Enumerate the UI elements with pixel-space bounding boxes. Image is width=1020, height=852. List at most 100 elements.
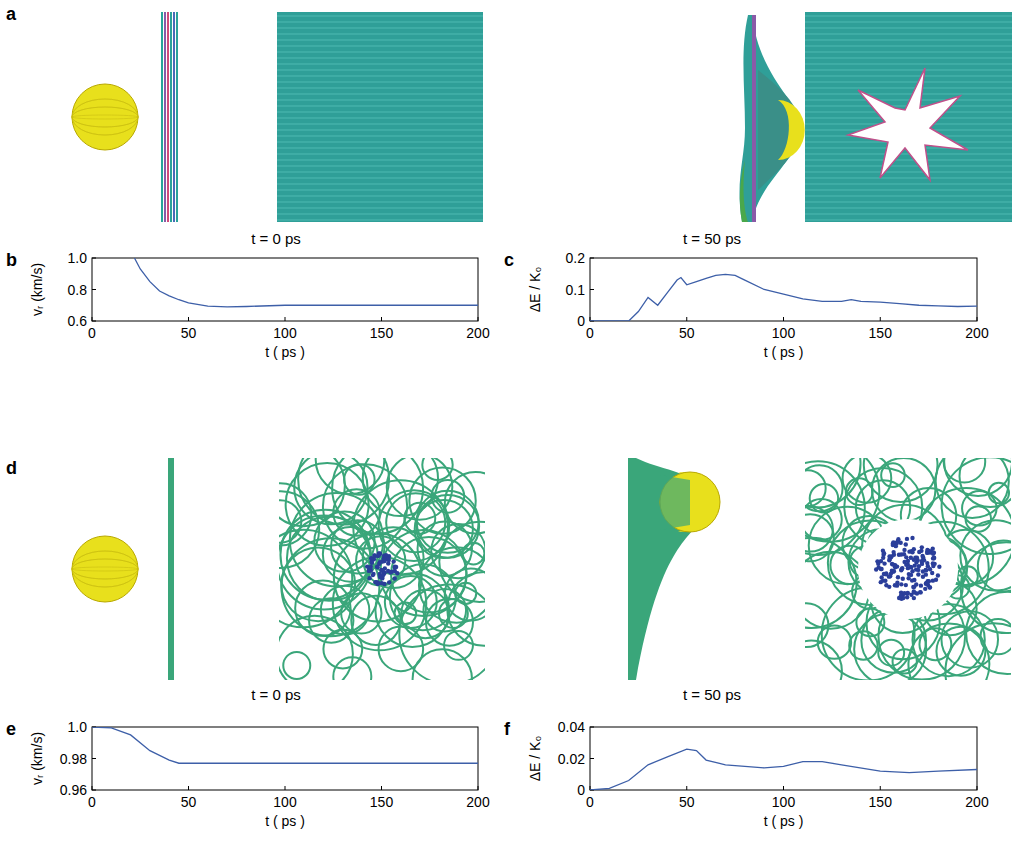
membrane-edge bbox=[740, 160, 748, 222]
lattice-line bbox=[805, 88, 1012, 89]
caption: t = 50 ps bbox=[683, 686, 741, 703]
plot-frame bbox=[92, 258, 478, 321]
mesh bbox=[279, 458, 485, 680]
lattice-line bbox=[805, 76, 1012, 77]
x-tick bbox=[880, 786, 881, 790]
y-tick bbox=[92, 790, 96, 791]
membrane-layer bbox=[164, 12, 166, 222]
chart: e0501001502000.960.981.0t ( ps )vᵣ (km/s… bbox=[6, 719, 490, 829]
projectile-facet bbox=[72, 559, 138, 579]
data-line bbox=[134, 258, 478, 307]
fiber bbox=[422, 458, 452, 480]
projectile bbox=[72, 536, 138, 602]
atom bbox=[931, 578, 935, 582]
fiber bbox=[399, 584, 485, 680]
atom bbox=[369, 565, 373, 569]
atom bbox=[920, 545, 924, 549]
fiber bbox=[332, 458, 423, 534]
lattice-line bbox=[277, 82, 483, 83]
x-tick bbox=[381, 317, 382, 321]
y-axis-title: ΔE / K₀ bbox=[527, 267, 543, 313]
lattice-line bbox=[277, 58, 483, 59]
membrane-top bbox=[277, 12, 483, 222]
lattice-line bbox=[805, 46, 1012, 47]
atom bbox=[391, 559, 395, 563]
atom bbox=[876, 562, 880, 566]
x-tick bbox=[783, 317, 784, 321]
y-tick bbox=[92, 321, 96, 322]
fiber bbox=[444, 631, 473, 660]
y-tick-label: 0.96 bbox=[60, 782, 87, 798]
lattice-line bbox=[805, 100, 1012, 101]
film-side bbox=[168, 458, 174, 680]
atom bbox=[889, 571, 893, 575]
y-tick-label: 1.0 bbox=[68, 719, 88, 735]
x-tick-label: 200 bbox=[466, 794, 490, 810]
fiber bbox=[805, 470, 826, 506]
fiber bbox=[962, 491, 997, 526]
x-tick-label: 150 bbox=[869, 325, 893, 341]
plot-area bbox=[590, 274, 977, 321]
fiber bbox=[936, 458, 1009, 518]
atom bbox=[899, 594, 903, 598]
simulation-image bbox=[72, 12, 1012, 222]
plot-frame bbox=[92, 727, 478, 790]
membrane-layer bbox=[752, 15, 756, 222]
fiber bbox=[283, 652, 310, 679]
atom bbox=[899, 568, 903, 572]
x-tick-label: 0 bbox=[88, 325, 96, 341]
y-axis-title: ΔE / K₀ bbox=[527, 736, 543, 782]
atom bbox=[377, 552, 381, 556]
projectile-facet bbox=[72, 567, 138, 571]
atom bbox=[904, 542, 908, 546]
lattice-line bbox=[805, 178, 1012, 179]
x-tick-label: 50 bbox=[181, 325, 197, 341]
atom bbox=[932, 556, 936, 560]
x-tick bbox=[977, 786, 978, 790]
x-axis-title: t ( ps ) bbox=[764, 344, 804, 360]
chart: f05010015020000.020.04t ( ps )ΔE / K₀ bbox=[504, 719, 989, 829]
pore bbox=[848, 68, 968, 180]
projectile-facet bbox=[72, 99, 138, 135]
lattice-line bbox=[277, 76, 483, 77]
atom bbox=[919, 583, 923, 587]
lattice-line bbox=[805, 34, 1012, 35]
lattice-line bbox=[277, 46, 483, 47]
atom bbox=[928, 585, 932, 589]
x-tick bbox=[686, 317, 687, 321]
lattice-line bbox=[277, 34, 483, 35]
atom bbox=[891, 550, 895, 554]
lattice-line bbox=[277, 184, 483, 185]
panel-letter: b bbox=[6, 250, 17, 270]
fiber bbox=[323, 527, 378, 582]
lattice-line bbox=[805, 184, 1012, 185]
lattice-line bbox=[277, 88, 483, 89]
atom bbox=[896, 575, 900, 579]
atom bbox=[370, 561, 374, 565]
x-tick bbox=[188, 317, 189, 321]
x-tick-label: 50 bbox=[181, 794, 197, 810]
chart: b0501001502000.60.81.0t ( ps )vᵣ (km/s) bbox=[6, 250, 490, 360]
fiber bbox=[966, 506, 991, 531]
lattice-line bbox=[277, 214, 483, 215]
lattice-line bbox=[277, 190, 483, 191]
atom bbox=[932, 562, 936, 566]
fiber bbox=[864, 458, 938, 502]
fiber bbox=[279, 530, 352, 628]
panel-letter: f bbox=[504, 719, 511, 739]
x-tick bbox=[285, 786, 286, 790]
atom bbox=[928, 585, 932, 589]
lattice-line bbox=[277, 166, 483, 167]
fiber bbox=[309, 598, 353, 642]
y-tick-label: 0.02 bbox=[558, 751, 585, 767]
x-tick bbox=[188, 786, 189, 790]
x-tick bbox=[880, 317, 881, 321]
simulation-image bbox=[72, 420, 1020, 720]
atom bbox=[894, 544, 898, 548]
lattice-line bbox=[277, 130, 483, 131]
x-tick-label: 100 bbox=[772, 325, 796, 341]
projectile-deformed bbox=[778, 100, 805, 160]
atom bbox=[936, 573, 940, 577]
lattice-line bbox=[277, 70, 483, 71]
lattice-line bbox=[805, 220, 1012, 221]
